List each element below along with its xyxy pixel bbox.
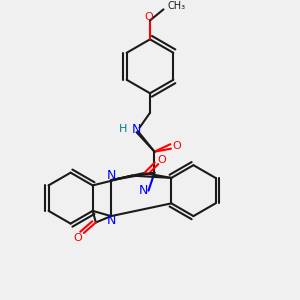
- Text: N: N: [107, 169, 116, 182]
- Text: O: O: [172, 141, 181, 151]
- Text: N: N: [107, 214, 116, 227]
- Text: O: O: [144, 12, 153, 22]
- Text: CH₃: CH₃: [168, 2, 186, 11]
- Text: O: O: [157, 154, 166, 165]
- Text: O: O: [74, 233, 82, 243]
- Text: N: N: [132, 123, 141, 136]
- Text: N: N: [138, 184, 148, 197]
- Text: H: H: [119, 124, 128, 134]
